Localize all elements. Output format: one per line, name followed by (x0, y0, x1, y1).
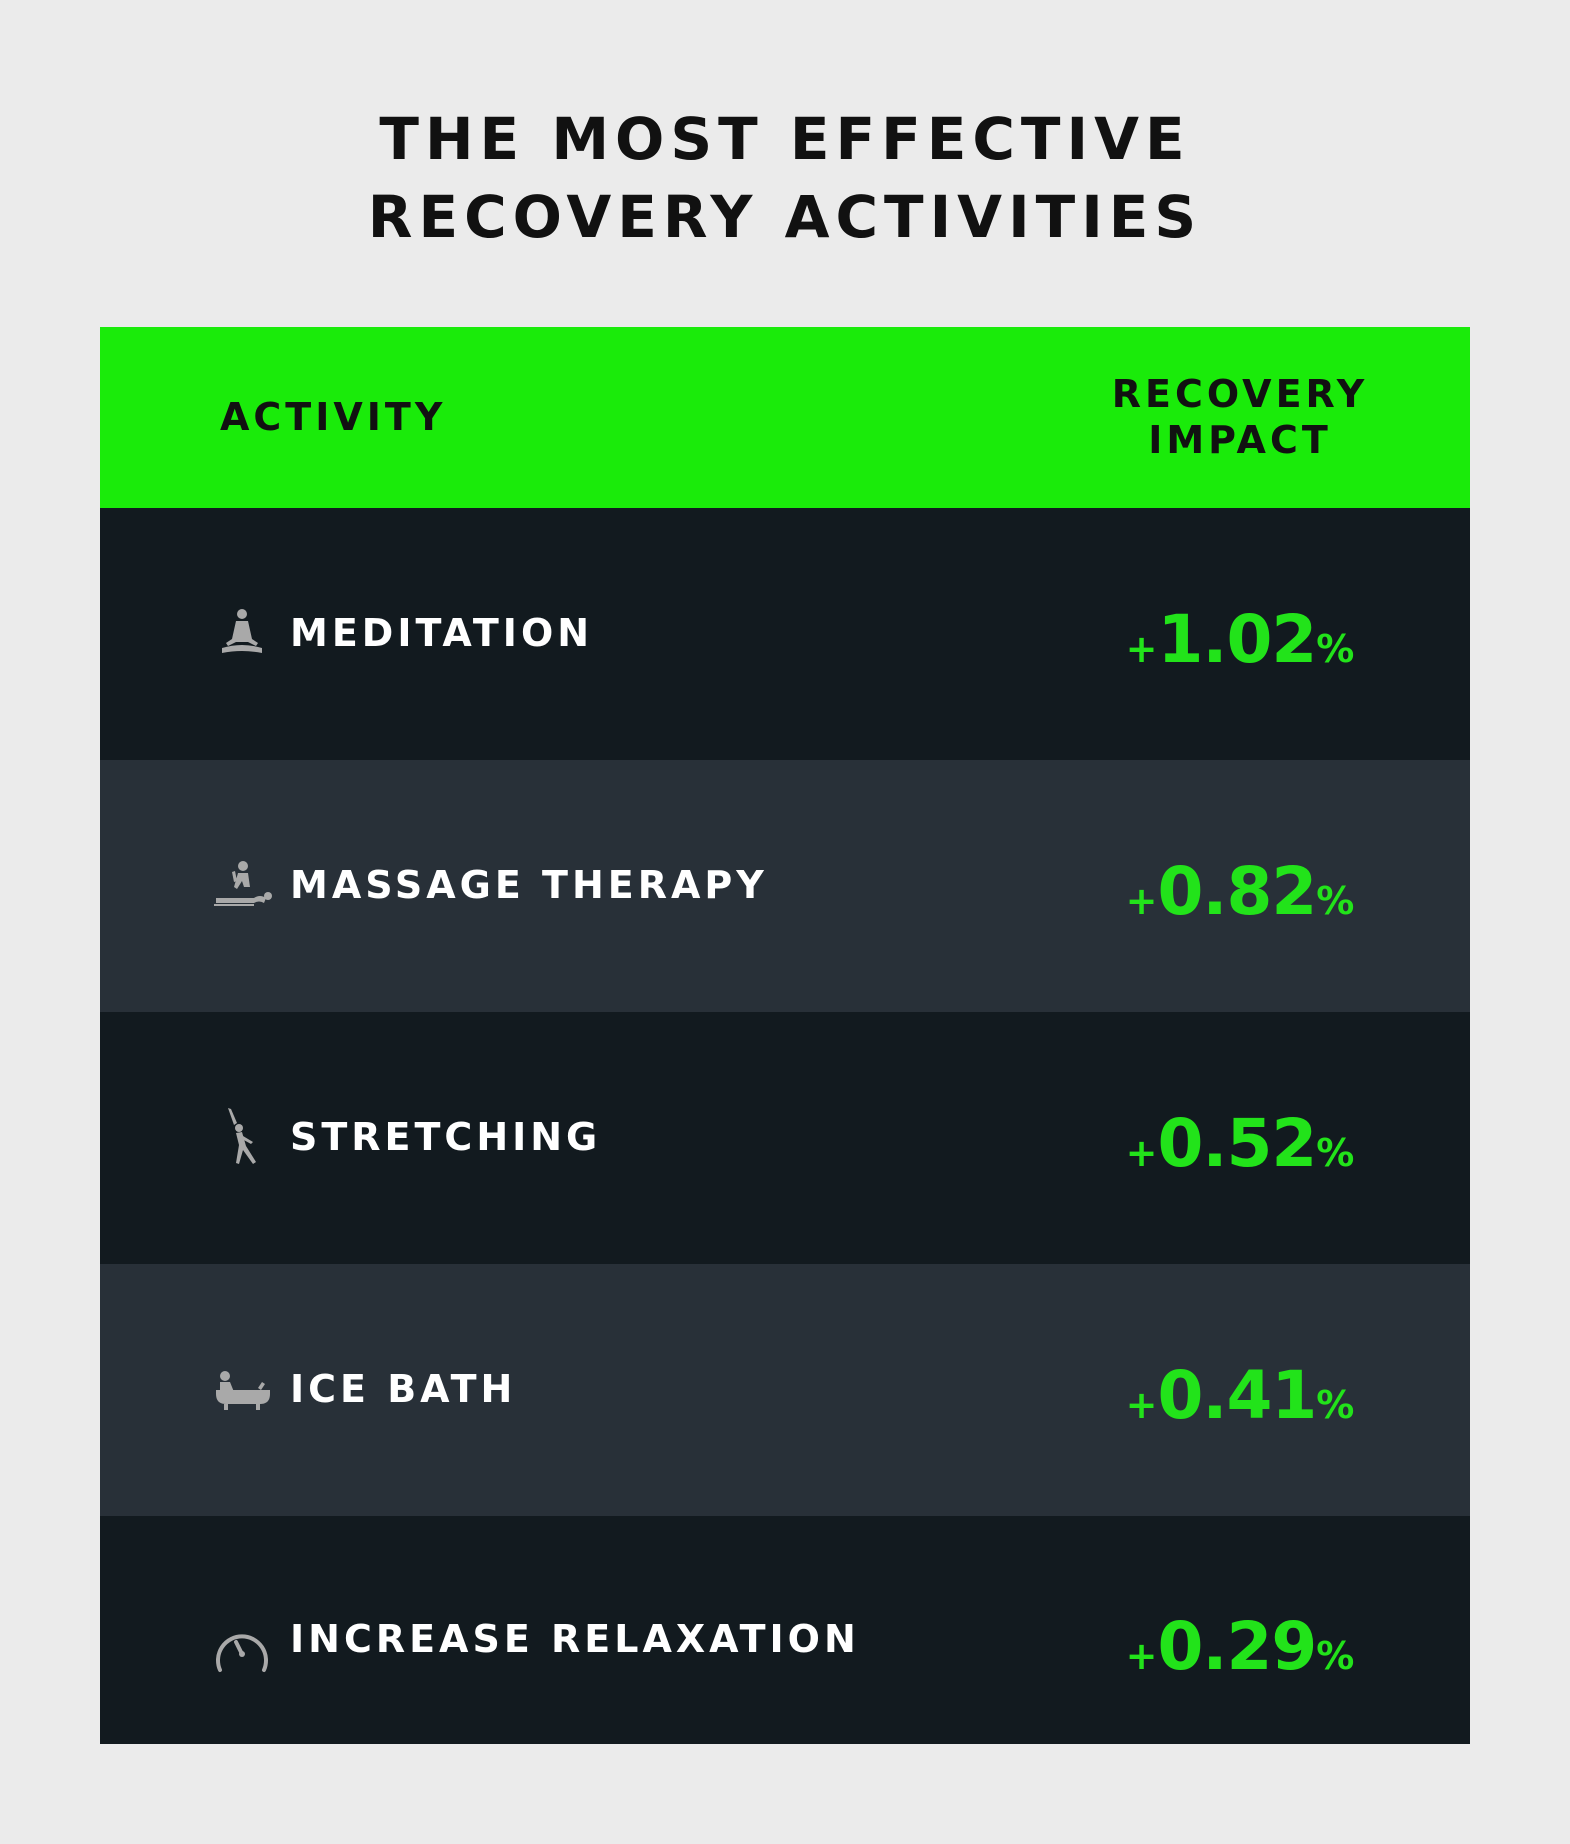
impact-number: 0.29 (1157, 1608, 1317, 1685)
header-recovery-impact: RECOVERY IMPACT (1090, 371, 1390, 463)
impact-sign: + (1125, 1131, 1158, 1175)
impact-sign: + (1125, 1634, 1158, 1678)
activity-label: MASSAGE THERAPY (290, 863, 768, 907)
recovery-table: ACTIVITY RECOVERY IMPACT MEDITATION +1.0… (100, 327, 1470, 1744)
impact-value: +0.52% (1090, 1012, 1390, 1264)
impact-sign: + (1125, 879, 1158, 923)
header-impact-line-2: IMPACT (1148, 418, 1332, 462)
table-row: STRETCHING +0.52% (100, 1012, 1470, 1264)
impact-unit: % (1316, 1131, 1355, 1175)
impact-value: +0.82% (1090, 760, 1390, 1012)
table-row: MASSAGE THERAPY +0.82% (100, 760, 1470, 1012)
impact-unit: % (1316, 879, 1355, 923)
impact-sign: + (1125, 1383, 1158, 1427)
stretching-icon (210, 1106, 274, 1170)
impact-number: 0.52 (1157, 1105, 1317, 1182)
table-row: ICE BATH +0.41% (100, 1264, 1470, 1516)
title-line-1: THE MOST EFFECTIVE (379, 105, 1191, 173)
activity-label: STRETCHING (290, 1115, 602, 1159)
activity-label: MEDITATION (290, 611, 594, 655)
activity-label: INCREASE RELAXATION (290, 1617, 860, 1661)
table-row: MEDITATION +1.02% (100, 508, 1470, 760)
header-impact-line-1: RECOVERY (1111, 372, 1369, 416)
impact-unit: % (1316, 1634, 1355, 1678)
header-activity: ACTIVITY (220, 395, 447, 439)
impact-sign: + (1125, 627, 1158, 671)
impact-value: +1.02% (1090, 508, 1390, 760)
impact-unit: % (1316, 1383, 1355, 1427)
impact-value: +0.41% (1090, 1264, 1390, 1516)
activity-label: ICE BATH (290, 1367, 517, 1411)
impact-number: 1.02 (1157, 601, 1317, 678)
impact-number: 0.41 (1157, 1357, 1317, 1434)
impact-unit: % (1316, 627, 1355, 671)
table-row: INCREASE RELAXATION +0.29% (100, 1516, 1470, 1744)
meditation-icon (210, 602, 274, 666)
impact-value: +0.29% (1090, 1516, 1390, 1744)
title-line-2: RECOVERY ACTIVITIES (367, 183, 1203, 251)
table-header: ACTIVITY RECOVERY IMPACT (100, 327, 1470, 508)
gauge-icon (210, 1618, 274, 1682)
ice-bath-icon (210, 1358, 274, 1422)
massage-icon (210, 854, 274, 918)
page-title: THE MOST EFFECTIVE RECOVERY ACTIVITIES (0, 100, 1570, 256)
impact-number: 0.82 (1157, 853, 1317, 930)
